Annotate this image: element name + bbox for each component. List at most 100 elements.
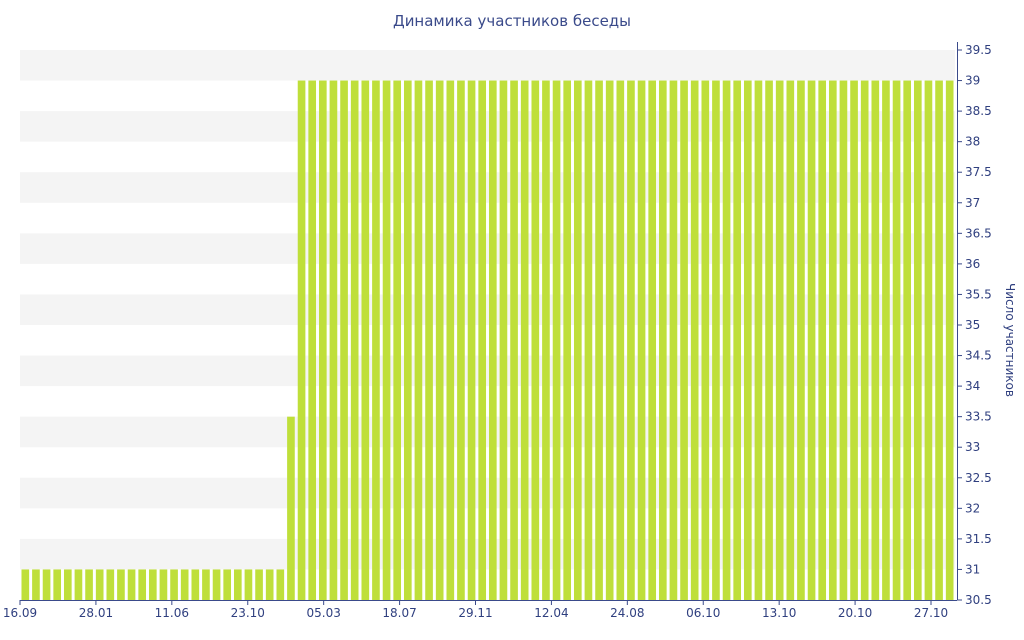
y-tick-label: 38 <box>965 135 980 149</box>
bar <box>74 569 83 600</box>
bar <box>276 569 285 600</box>
bar <box>552 80 561 601</box>
bar <box>435 80 444 601</box>
x-tick-label: 18.07 <box>382 606 416 620</box>
y-tick-label: 31.5 <box>965 532 992 546</box>
bar <box>21 569 30 600</box>
bar <box>510 80 518 601</box>
y-tick-label: 35.5 <box>965 287 992 301</box>
bar <box>669 80 678 601</box>
y-ticks: 30.5 31 31.5 32 32.5 33 33.5 34 34.5 35 35.5 36 36.5… <box>957 43 992 607</box>
y-tick-label: 30.5 <box>965 593 992 607</box>
bar <box>892 80 901 601</box>
y-tick-label: 33.5 <box>965 410 992 424</box>
y-tick-label: 31 <box>965 562 980 576</box>
bar <box>733 80 742 601</box>
bar <box>255 569 263 600</box>
bar <box>85 569 93 600</box>
bar <box>658 80 667 601</box>
y-tick-label: 36 <box>965 257 980 271</box>
x-tick-label: 27.10 <box>914 606 948 620</box>
bar <box>457 80 465 601</box>
bars <box>21 80 954 601</box>
bar <box>627 80 635 601</box>
bar <box>191 569 200 600</box>
bar <box>32 569 40 600</box>
bar <box>95 569 104 600</box>
bar <box>807 80 816 601</box>
bar <box>850 80 858 601</box>
y-tick-label: 32 <box>965 501 980 515</box>
bar <box>903 80 912 601</box>
y-tick-label: 38.5 <box>965 104 992 118</box>
bar <box>478 80 487 601</box>
bar <box>393 80 402 601</box>
x-tick-label: 29.11 <box>458 606 492 620</box>
bar <box>680 80 688 601</box>
bar <box>414 80 423 601</box>
bar <box>563 80 572 601</box>
bar <box>148 569 157 600</box>
x-tick-label: 23.10 <box>231 606 265 620</box>
chart-title: Динамика участников беседы <box>392 12 632 30</box>
bar <box>754 80 763 601</box>
bar <box>701 80 710 601</box>
bar <box>382 80 391 601</box>
y-tick-label: 37.5 <box>965 165 992 179</box>
bar <box>127 569 136 600</box>
bar <box>361 80 370 601</box>
bar <box>159 569 168 600</box>
bar <box>308 80 317 601</box>
bar <box>106 569 115 600</box>
bar <box>63 569 72 600</box>
bar <box>138 569 147 600</box>
bar <box>945 80 954 601</box>
y-tick-label: 34.5 <box>965 349 992 363</box>
bar <box>871 80 880 601</box>
bar <box>542 80 550 601</box>
x-tick-label: 24.08 <box>610 606 644 620</box>
bar <box>329 80 338 601</box>
bar <box>499 80 508 601</box>
bar <box>318 80 327 601</box>
x-tick-label: 11.06 <box>155 606 189 620</box>
axes <box>20 42 958 601</box>
x-tick-label: 13.10 <box>762 606 796 620</box>
bar <box>775 80 784 601</box>
bar <box>712 80 720 601</box>
bar <box>935 80 943 601</box>
bar <box>467 80 476 601</box>
y-axis-label: Число участников <box>1003 283 1017 397</box>
y-tick-label: 33 <box>965 440 980 454</box>
bar <box>743 80 752 601</box>
bar <box>828 80 837 601</box>
bar <box>180 569 189 600</box>
x-tick-label: 12.04 <box>534 606 568 620</box>
bar <box>287 416 295 600</box>
bar <box>425 80 433 601</box>
bar <box>595 80 603 601</box>
bar <box>488 80 497 601</box>
bar <box>350 80 359 601</box>
x-tick-label: 20.10 <box>838 606 872 620</box>
bar <box>446 80 455 601</box>
y-tick-label: 39.5 <box>965 43 992 57</box>
bar <box>797 80 805 601</box>
bar <box>244 569 253 600</box>
bar <box>765 80 773 601</box>
bar <box>233 569 242 600</box>
bar <box>648 80 657 601</box>
bar <box>340 80 348 601</box>
bar <box>531 80 540 601</box>
bar <box>584 80 593 601</box>
bar <box>53 569 62 600</box>
grid-band <box>20 50 955 81</box>
bar <box>297 80 306 601</box>
bar <box>42 569 51 600</box>
y-tick-label: 32.5 <box>965 471 992 485</box>
x-ticks: 16.09 28.01 11.06 23.10 05.03 18.07 29.11 12.04… <box>3 600 948 620</box>
bar <box>882 80 890 601</box>
y-tick-label: 37 <box>965 196 980 210</box>
bar <box>223 569 232 600</box>
